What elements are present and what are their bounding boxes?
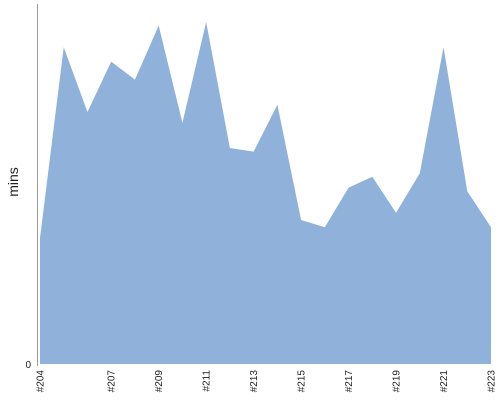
x-axis-ticks: #204 #207 #209 #211 #213 #215 #217 #219 #221 #223 — [36, 370, 498, 393]
x-tick-label: #215 — [297, 370, 308, 393]
x-tick-label: #204 — [36, 370, 47, 393]
x-tick-label: #211 — [202, 370, 213, 392]
y-axis-ticks: 0 — [25, 360, 31, 371]
x-tick-label: #207 — [107, 370, 118, 393]
area-layer — [40, 22, 491, 364]
x-tick-label: #221 — [439, 370, 450, 393]
y-tick-label: 0 — [25, 360, 31, 371]
x-tick-label: #213 — [249, 370, 260, 393]
x-tick-label: #209 — [154, 370, 165, 393]
x-tick-label: #223 — [487, 370, 498, 393]
x-tick-label: #219 — [392, 370, 403, 393]
y-axis-title: mins — [5, 167, 21, 197]
x-tick-label: #217 — [344, 370, 355, 393]
area-series — [40, 22, 491, 364]
